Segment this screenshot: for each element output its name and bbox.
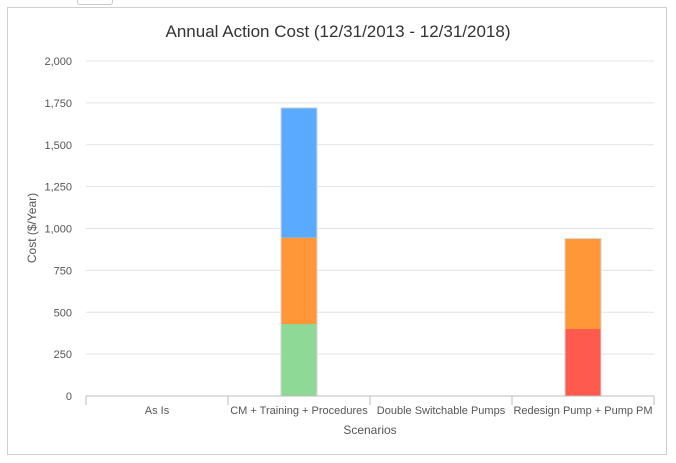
x-tick-label: CM + Training + Procedures bbox=[230, 405, 368, 417]
gridlines bbox=[86, 60, 654, 355]
x-axis-title: Scenarios bbox=[343, 423, 396, 437]
y-axis-title: Cost ($/Year) bbox=[25, 193, 39, 263]
bar-segment[interactable] bbox=[281, 237, 317, 324]
bar-segment[interactable] bbox=[565, 329, 601, 396]
bar-segment[interactable] bbox=[281, 323, 317, 396]
y-tick-label: 0 bbox=[66, 391, 72, 403]
x-tick-label: As Is bbox=[145, 405, 170, 417]
y-tick-label: 1,750 bbox=[44, 98, 72, 110]
bar-segment[interactable] bbox=[281, 107, 317, 238]
bars bbox=[280, 107, 602, 397]
y-tick-label: 2,000 bbox=[44, 56, 72, 68]
bar-segment[interactable] bbox=[565, 238, 601, 329]
chart-title: Annual Action Cost (12/31/2013 - 12/31/2… bbox=[166, 22, 511, 41]
chart-panel bbox=[7, 7, 667, 455]
y-tick-label: 1,250 bbox=[44, 182, 72, 194]
x-tick-label: Double Switchable Pumps bbox=[377, 405, 506, 417]
y-tick-label: 250 bbox=[54, 349, 72, 361]
tab-stub[interactable] bbox=[77, 0, 113, 5]
y-tick-label: 1,000 bbox=[44, 224, 72, 236]
y-tick-label: 500 bbox=[54, 307, 72, 319]
x-tick-label: Redesign Pump + Pump PM bbox=[513, 405, 652, 417]
x-axis: As Is CM + Training + Procedures Double Sw… bbox=[85, 395, 655, 417]
y-tick-label: 750 bbox=[54, 265, 72, 277]
y-axis-ticks: 0 250 500 750 1,000 1,250 1,500 1,750 2,000 bbox=[44, 56, 72, 403]
y-tick-label: 1,500 bbox=[44, 140, 72, 152]
